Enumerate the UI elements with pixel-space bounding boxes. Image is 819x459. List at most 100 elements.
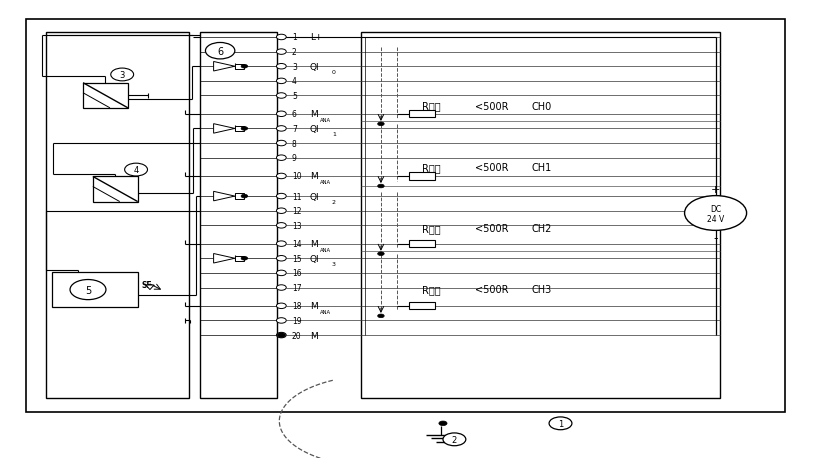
Bar (52, 273, 138, 307)
Text: 6: 6 (292, 110, 296, 119)
Text: 3: 3 (292, 62, 296, 72)
Text: ANA: ANA (319, 118, 331, 123)
Text: L+: L+ (310, 34, 323, 42)
Circle shape (378, 185, 384, 189)
Text: SF: SF (142, 280, 152, 289)
Text: CH2: CH2 (532, 224, 552, 234)
Text: 10: 10 (292, 172, 301, 181)
Text: 1: 1 (558, 419, 563, 428)
Text: R负载: R负载 (422, 224, 441, 234)
Circle shape (277, 156, 287, 161)
Text: <500R: <500R (475, 224, 509, 234)
Text: 5: 5 (85, 285, 91, 295)
Circle shape (277, 194, 287, 199)
Text: 5: 5 (292, 92, 296, 101)
Bar (235, 127, 244, 132)
Bar (200, 34, 278, 398)
Circle shape (124, 164, 147, 177)
Text: 4: 4 (133, 166, 138, 175)
Circle shape (277, 126, 287, 132)
Text: 19: 19 (292, 316, 301, 325)
Text: 11: 11 (292, 192, 301, 201)
Circle shape (277, 112, 287, 117)
Text: 2: 2 (452, 435, 457, 444)
Circle shape (277, 35, 287, 41)
Text: <500R: <500R (475, 285, 509, 295)
Circle shape (70, 280, 106, 300)
Bar (409, 302, 435, 310)
Circle shape (277, 174, 287, 179)
Text: CH3: CH3 (532, 285, 552, 295)
Bar (409, 241, 435, 248)
Text: 4: 4 (292, 77, 296, 86)
Circle shape (111, 69, 133, 82)
Text: DC: DC (710, 204, 722, 213)
Text: 15: 15 (292, 254, 301, 263)
Polygon shape (214, 192, 235, 202)
Circle shape (277, 141, 287, 146)
Text: CH0: CH0 (532, 101, 552, 111)
Circle shape (277, 256, 287, 262)
Text: ANA: ANA (319, 247, 331, 252)
Text: QI: QI (310, 125, 319, 134)
Text: 16: 16 (292, 269, 301, 278)
Circle shape (277, 50, 287, 55)
Text: -: - (713, 231, 717, 244)
Text: R负载: R负载 (422, 162, 441, 173)
Circle shape (241, 257, 247, 261)
Text: M: M (310, 331, 318, 340)
Text: 3: 3 (332, 262, 336, 267)
Text: 3: 3 (120, 71, 124, 80)
Circle shape (277, 318, 287, 324)
Bar (235, 194, 244, 199)
Bar (360, 34, 720, 398)
Polygon shape (146, 285, 154, 290)
Text: 24 V: 24 V (707, 214, 724, 224)
Circle shape (241, 65, 247, 69)
Text: QI: QI (310, 254, 319, 263)
Circle shape (277, 241, 287, 247)
Circle shape (443, 433, 466, 446)
Circle shape (241, 195, 247, 198)
Text: 14: 14 (292, 240, 301, 249)
Circle shape (378, 252, 384, 256)
Text: 6: 6 (217, 46, 224, 56)
Circle shape (685, 196, 747, 231)
Circle shape (277, 79, 287, 84)
Text: 2: 2 (332, 200, 336, 205)
Circle shape (241, 127, 247, 131)
Circle shape (378, 123, 384, 126)
Bar (409, 173, 435, 180)
Text: 9: 9 (292, 154, 296, 163)
Text: 12: 12 (292, 207, 301, 216)
Bar (93, 177, 138, 202)
Bar (235, 256, 244, 261)
Text: CH1: CH1 (532, 162, 552, 173)
Polygon shape (214, 124, 235, 134)
Circle shape (206, 43, 235, 60)
Text: ANA: ANA (319, 180, 331, 185)
Circle shape (278, 333, 286, 338)
Bar (26, 20, 785, 412)
Text: 0: 0 (332, 70, 336, 75)
Text: 8: 8 (292, 139, 296, 148)
Circle shape (277, 94, 287, 99)
Text: M: M (310, 110, 318, 119)
Text: M: M (310, 172, 318, 181)
Circle shape (277, 64, 287, 70)
Circle shape (439, 421, 447, 425)
Circle shape (277, 333, 287, 338)
Text: 20: 20 (292, 331, 301, 340)
Text: R负载: R负载 (422, 101, 441, 111)
Text: <500R: <500R (475, 162, 509, 173)
Polygon shape (214, 254, 235, 263)
Text: <500R: <500R (475, 101, 509, 111)
Circle shape (378, 314, 384, 318)
Text: 18: 18 (292, 302, 301, 311)
Circle shape (277, 303, 287, 309)
Text: R负载: R负载 (422, 285, 441, 295)
Bar (409, 111, 435, 118)
Text: ANA: ANA (319, 309, 331, 314)
Text: 13: 13 (292, 221, 301, 230)
Text: 1: 1 (292, 34, 296, 42)
